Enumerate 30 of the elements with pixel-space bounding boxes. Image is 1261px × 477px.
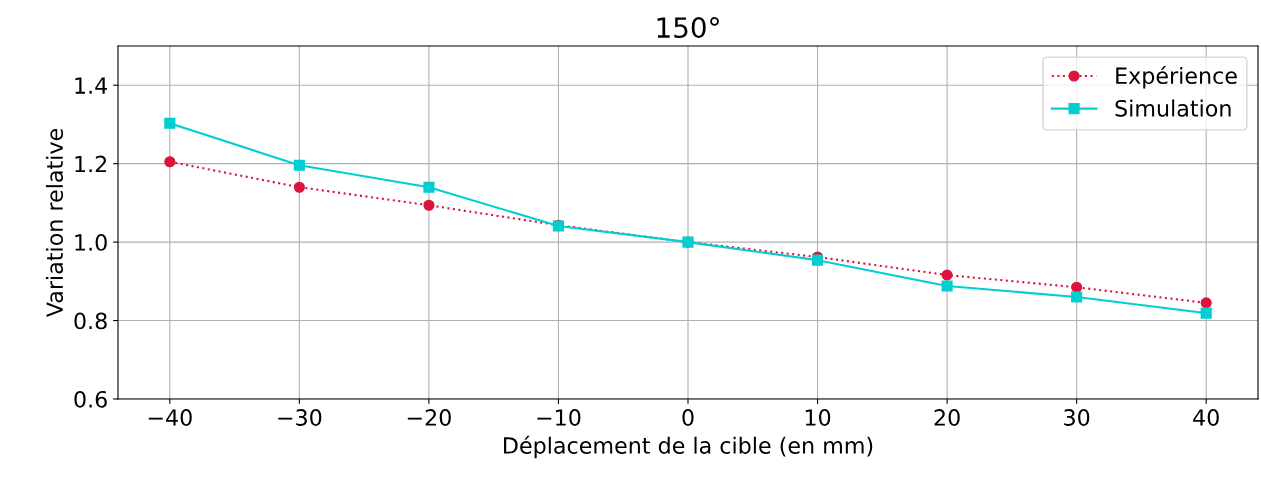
x-tick-label: 20: [934, 409, 960, 426]
x-tick-label: −30: [278, 409, 322, 426]
y-tick-label: 1.0: [75, 234, 107, 251]
legend-label: Simulation: [1115, 99, 1231, 117]
point: [941, 280, 953, 292]
x-tick-label: −10: [537, 409, 581, 426]
x-tick-label: 30: [1064, 409, 1090, 426]
x-tick-label: 0: [682, 409, 694, 426]
point: [941, 269, 953, 281]
x-tick-label: −40: [148, 409, 192, 426]
point: [164, 117, 176, 129]
x-tick-label: 10: [805, 409, 831, 426]
point: [164, 156, 176, 168]
y-tick-label: 0.6: [74, 390, 107, 408]
y-tick-label: 0.8: [74, 312, 107, 330]
y-tick-label: 1.4: [75, 77, 108, 94]
point: [293, 159, 305, 171]
point: [293, 181, 305, 193]
x-tick-label: −20: [407, 409, 451, 426]
point: [423, 199, 435, 211]
point: [1200, 307, 1212, 319]
y-tick-label: 1.2: [75, 155, 107, 173]
point: [423, 181, 435, 193]
chart-title: 150°: [657, 17, 719, 39]
y-axis-title: Variation relative: [45, 128, 64, 318]
point: [1071, 291, 1083, 303]
x-tick-label: 40: [1193, 409, 1219, 426]
legend-label: Expérience: [1116, 66, 1237, 89]
point: [1200, 297, 1212, 309]
x-axis-title: Déplacement de la cible (en mm): [504, 435, 873, 459]
